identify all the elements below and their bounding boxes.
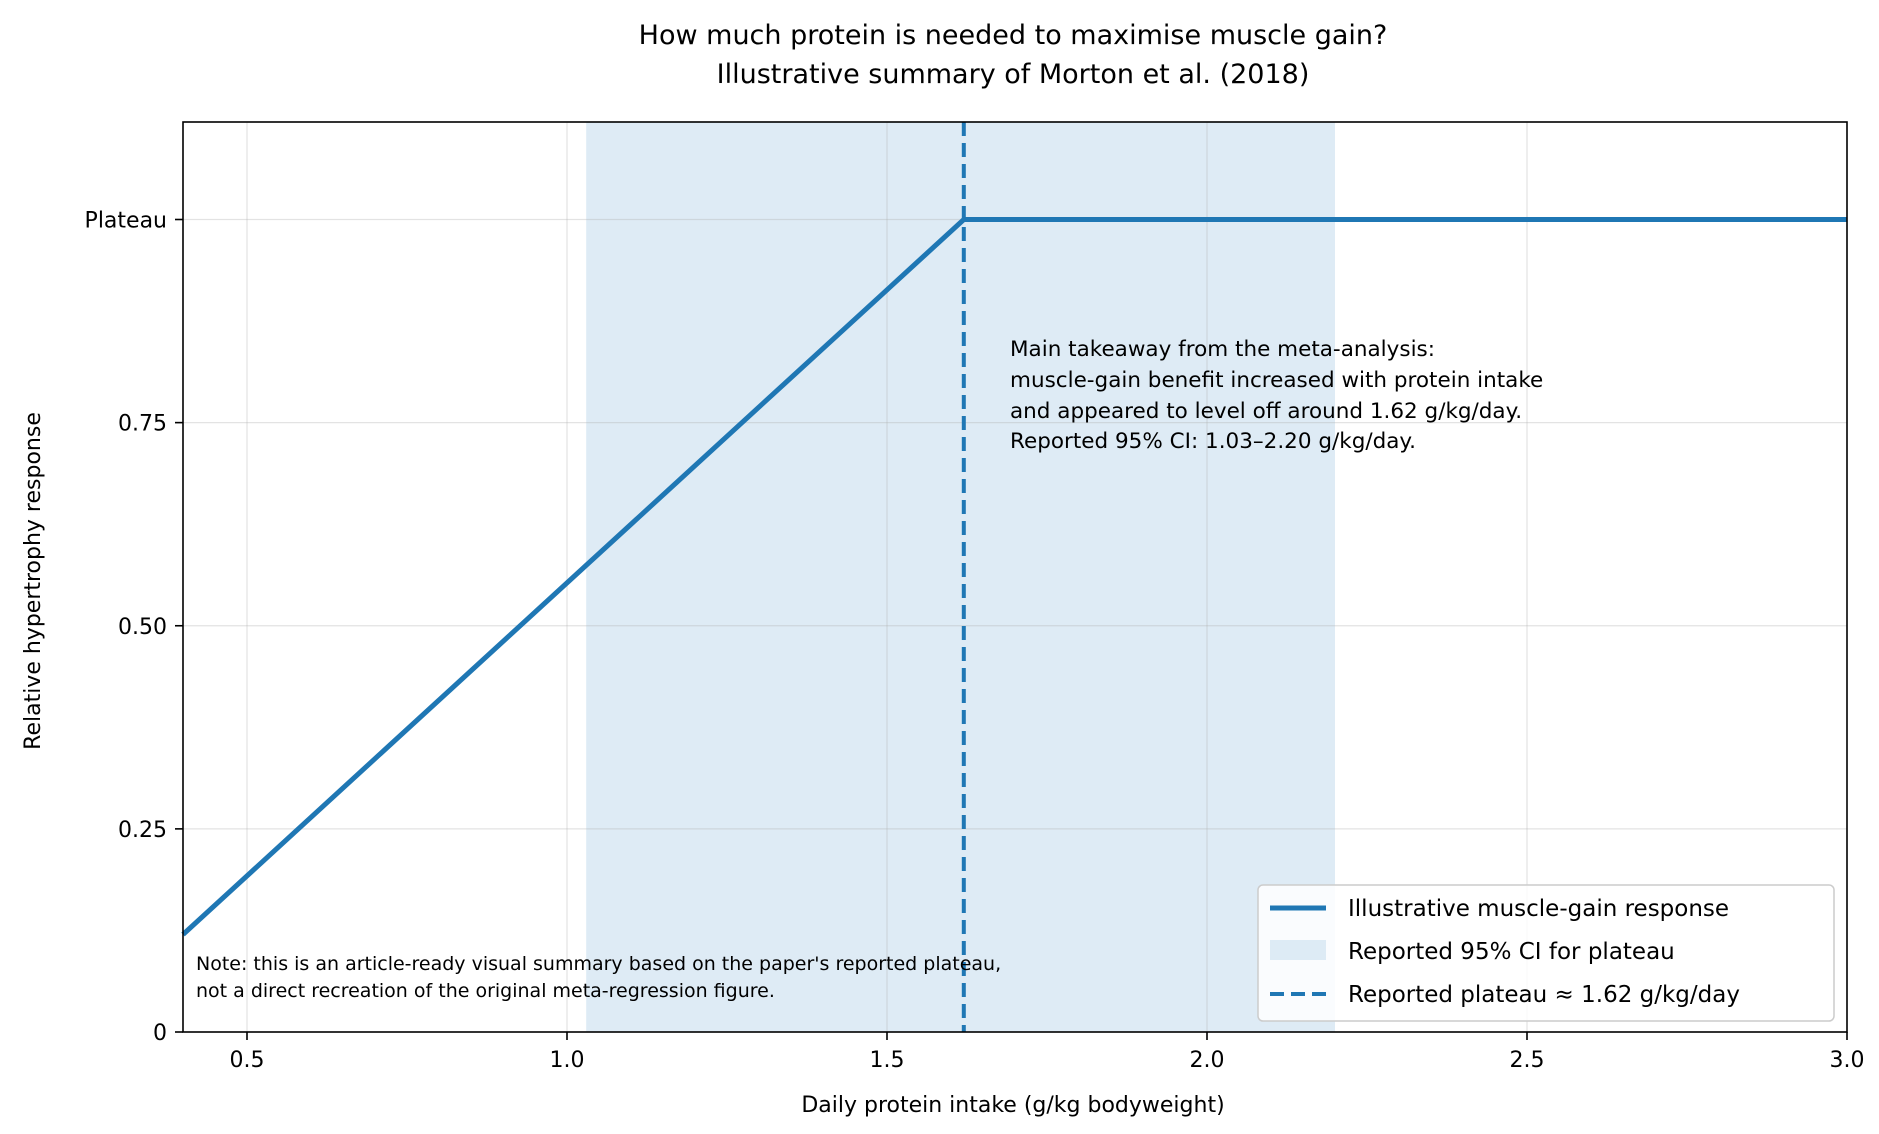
x-tick-label: 2.0 bbox=[1190, 1048, 1225, 1073]
y-tick-label: 0.50 bbox=[118, 615, 167, 640]
note-line: Note: this is an article-ready visual su… bbox=[196, 953, 1001, 975]
legend-frame bbox=[1257, 884, 1835, 1022]
chart-subtitle: Illustrative summary of Morton et al. (2… bbox=[717, 59, 1310, 90]
y-axis-label: Relative hypertrophy response bbox=[21, 412, 46, 750]
y-tick-label: Plateau bbox=[85, 209, 167, 234]
x-tick-label: 3.0 bbox=[1830, 1048, 1865, 1073]
x-tick-label: 1.0 bbox=[550, 1048, 585, 1073]
plot-area: 0.5 1.0 1.5 2.0 2.5 3.0 0 0.25 0.50 0.75 Plateau bbox=[85, 121, 1865, 1073]
y-tick-label: 0.75 bbox=[118, 412, 167, 437]
legend-entry-plateau: Reported plateau ≈ 1.62 g/kg/day bbox=[1348, 982, 1740, 1008]
x-tick-label: 0.5 bbox=[230, 1048, 265, 1073]
annotation-line: and appeared to level off around 1.62 g/… bbox=[1010, 399, 1522, 424]
annotation-line: muscle-gain benefit increased with prote… bbox=[1010, 368, 1543, 393]
annotation-line: Main takeaway from the meta-analysis: bbox=[1010, 337, 1435, 362]
note-block: Note: this is an article-ready visual su… bbox=[196, 953, 1001, 1002]
y-tick-label: 0.25 bbox=[118, 818, 167, 843]
x-tick-label: 2.5 bbox=[1510, 1048, 1545, 1073]
legend-entry-ci: Reported 95% CI for plateau bbox=[1348, 939, 1675, 965]
legend-band-swatch bbox=[1270, 940, 1326, 960]
legend-entry-response: Illustrative muscle-gain response bbox=[1348, 896, 1729, 922]
annotation-line: Reported 95% CI: 1.03–2.20 g/kg/day. bbox=[1010, 429, 1416, 454]
annotation-block: Main takeaway from the meta-analysis: mu… bbox=[1010, 337, 1543, 454]
x-tick-label: 1.5 bbox=[870, 1048, 905, 1073]
chart-title: How much protein is needed to maximise m… bbox=[639, 20, 1388, 51]
ci-band bbox=[586, 122, 1335, 1032]
axes-frame bbox=[182, 121, 1848, 1033]
note-line: not a direct recreation of the original … bbox=[196, 980, 775, 1002]
y-tick-label: 0 bbox=[153, 1021, 167, 1046]
legend: Illustrative muscle-gain response Report… bbox=[1257, 884, 1835, 1022]
x-axis-label: Daily protein intake (g/kg bodyweight) bbox=[801, 1093, 1224, 1118]
